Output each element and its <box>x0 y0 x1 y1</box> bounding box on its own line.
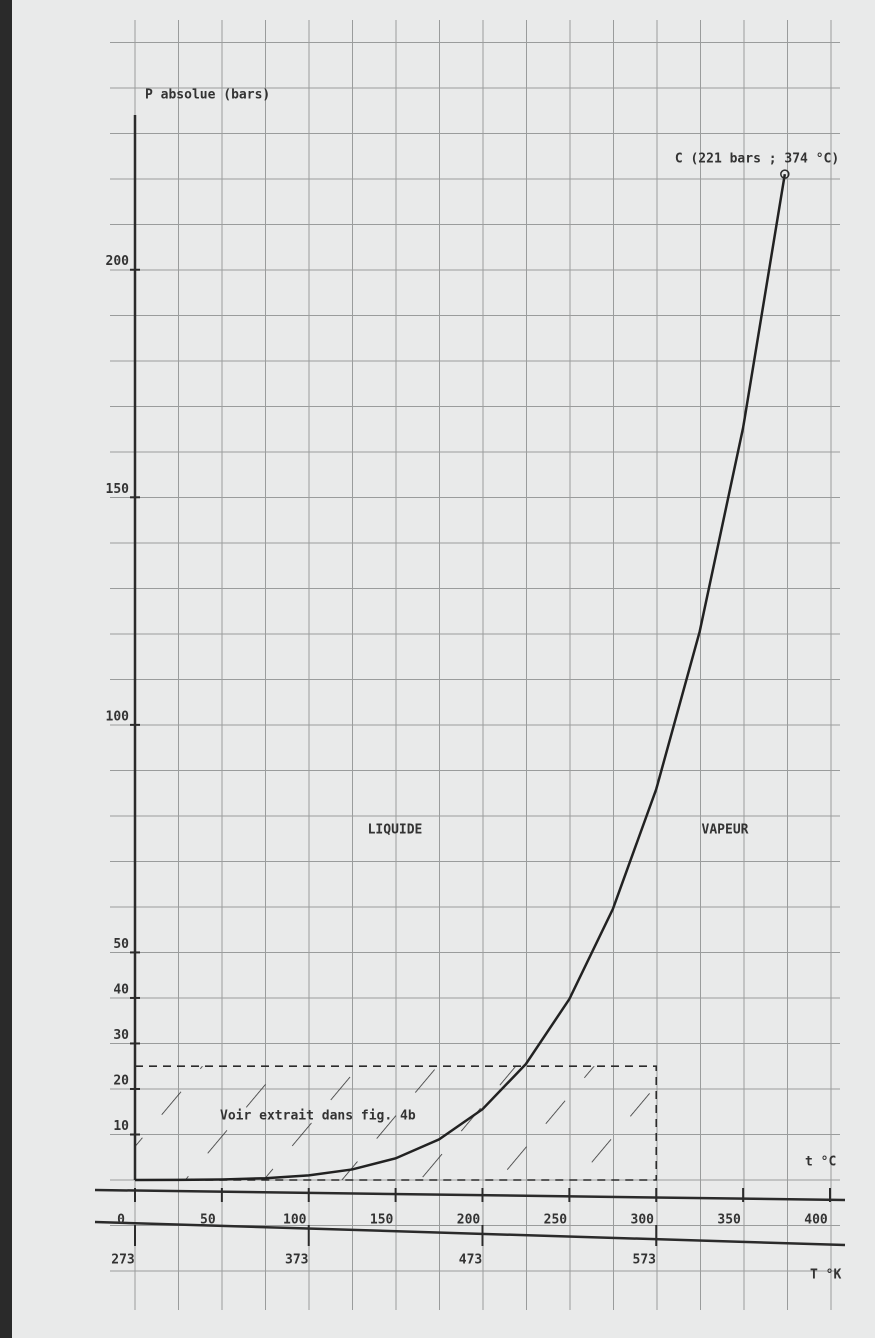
page-edge <box>0 0 12 1338</box>
x2-tick-label: 273 <box>111 1253 134 1268</box>
y-tick-label: 200 <box>106 254 130 269</box>
x-tick-label: 150 <box>370 1213 394 1228</box>
y-tick-label: 20 <box>113 1073 129 1088</box>
region-label: VAPEUR <box>702 823 749 838</box>
curve <box>134 173 787 1182</box>
critical-point-label: C (221 bars ; 374 °C) <box>675 152 839 167</box>
y-tick-label: 40 <box>113 982 129 997</box>
y-tick-label: 50 <box>113 937 129 952</box>
y-tick-label: 150 <box>106 482 130 497</box>
x-tick-label: 300 <box>631 1213 655 1228</box>
y-tick-label: 100 <box>106 709 130 724</box>
x-tick-label: 0 <box>117 1213 125 1228</box>
y-tick-label: 10 <box>113 1119 129 1134</box>
x-axis-label: t °C <box>805 1155 836 1170</box>
x-tick-label: 400 <box>804 1213 828 1228</box>
x-tick-label: 250 <box>544 1213 568 1228</box>
x2-axis <box>94 1220 846 1247</box>
x-tick-label: 50 <box>200 1213 216 1228</box>
x-tick-label: 200 <box>457 1213 481 1228</box>
x-tick-label: 100 <box>283 1213 307 1228</box>
x-axis <box>94 1188 846 1202</box>
x2-tick-label: 473 <box>459 1253 482 1268</box>
x2-tick-label: 373 <box>285 1253 308 1268</box>
x2-axis-label: T °K <box>810 1268 841 1283</box>
x-tick-label: 350 <box>717 1213 741 1228</box>
zoom-hatch <box>134 1065 658 1181</box>
zoom-label: Voir extrait dans fig. 4b <box>220 1109 416 1124</box>
critical-point <box>780 169 790 179</box>
y-tick-label: 30 <box>113 1028 129 1043</box>
x2-tick-label: 573 <box>633 1253 656 1268</box>
y-axis-label: P absolue (bars) <box>145 88 270 103</box>
region-label: LIQUIDE <box>368 823 423 838</box>
